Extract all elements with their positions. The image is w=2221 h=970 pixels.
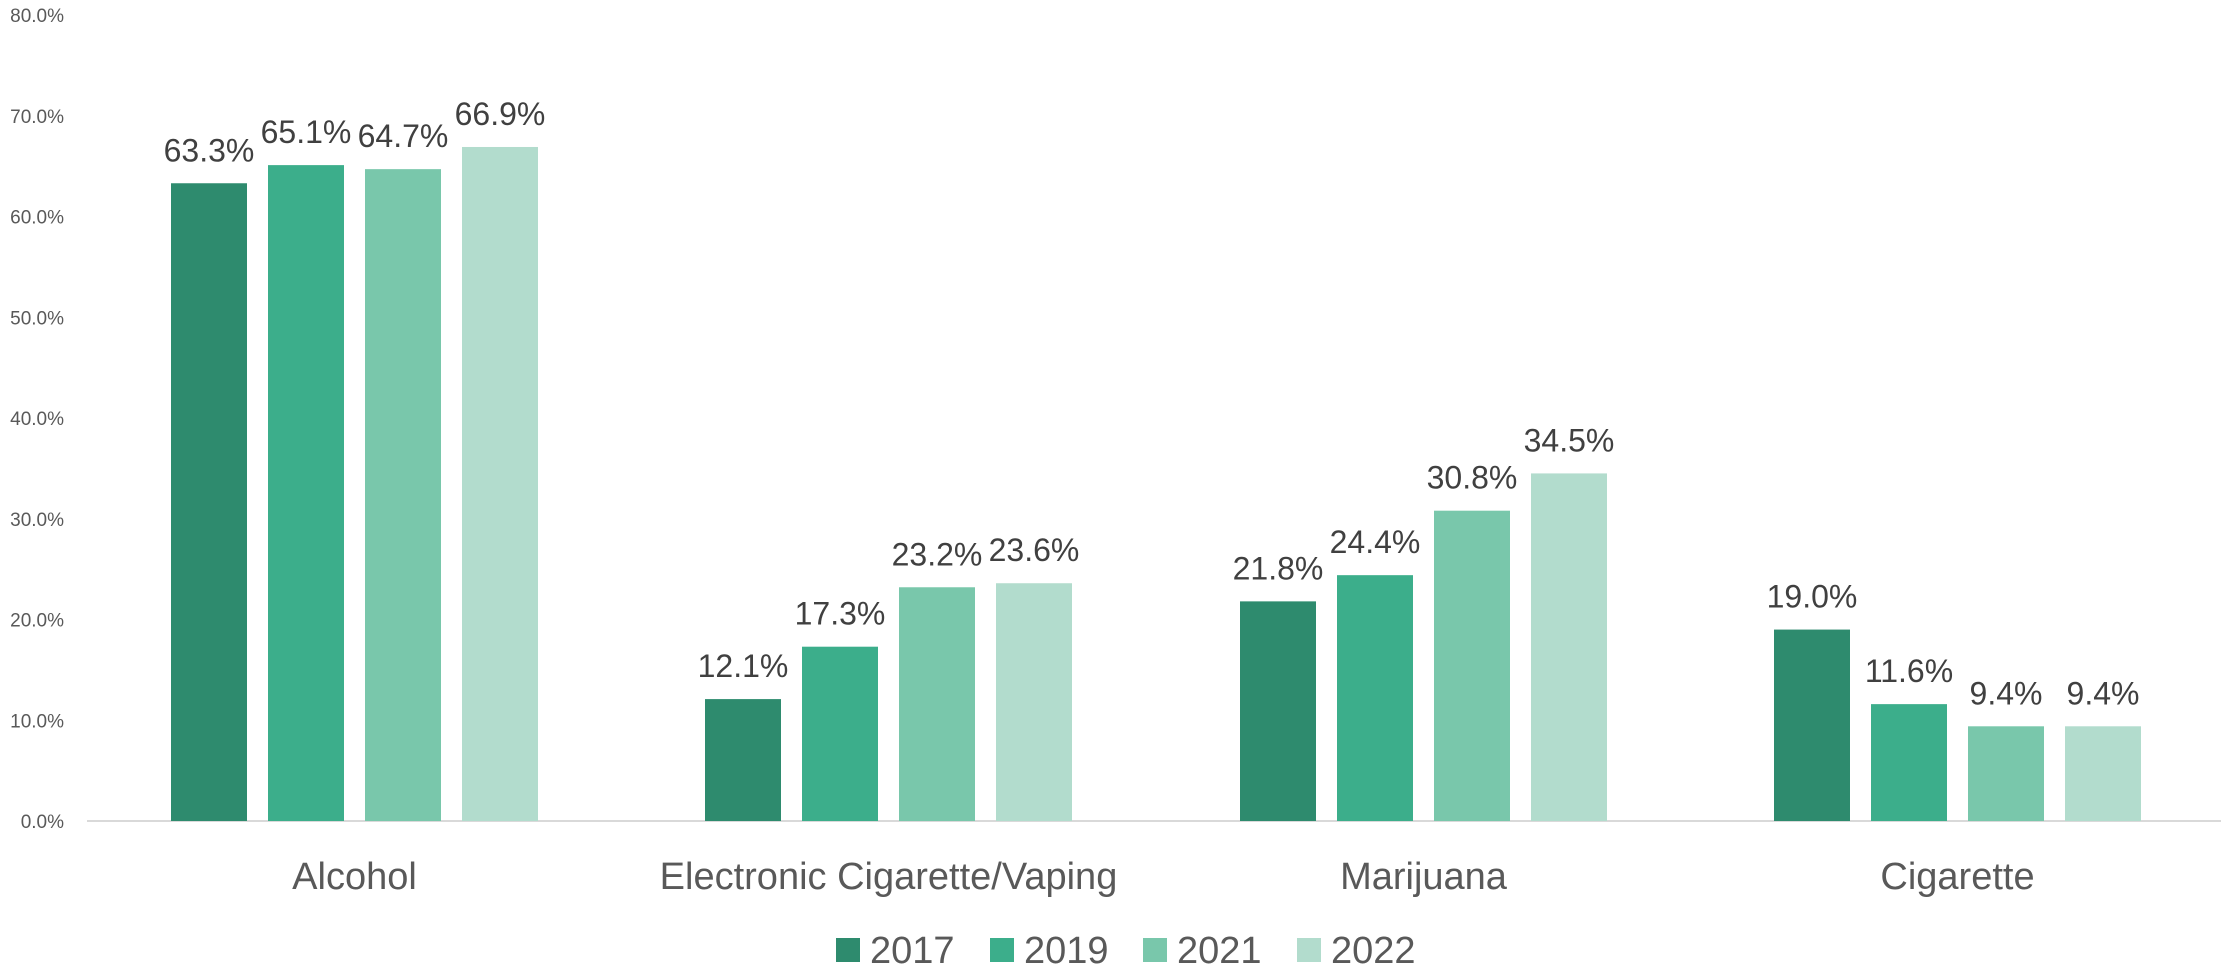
data-label: 17.3%	[795, 596, 886, 632]
legend-label: 2017	[870, 930, 955, 970]
bar-2021	[1434, 510, 1510, 821]
bar-2022	[462, 146, 538, 822]
data-label: 21.8%	[1233, 550, 1324, 586]
legend-label: 2019	[1024, 930, 1109, 970]
data-label: 11.6%	[1865, 653, 1953, 689]
data-label: 24.4%	[1330, 524, 1421, 560]
y-tick-label: 70.0%	[10, 107, 64, 128]
y-tick-label: 20.0%	[10, 611, 64, 632]
bars	[171, 146, 2141, 822]
x-category-label: Electronic Cigarette/Vaping	[660, 856, 1118, 898]
data-label: 23.6%	[989, 532, 1080, 568]
bar-2021	[899, 587, 975, 821]
data-labels: 63.3% 12.1% 21.8% 19.0% 65.1% 17.3% 24.4% 11.6%…	[164, 96, 2140, 711]
bar-2017	[1774, 629, 1850, 821]
data-label: 23.2%	[892, 536, 983, 572]
data-label: 19.0%	[1767, 579, 1858, 615]
bar-2021	[365, 169, 441, 821]
bar-2019	[1871, 704, 1947, 821]
legend-swatch	[990, 938, 1014, 962]
x-axis-categories: Alcohol Electronic Cigarette/Vaping Mariju…	[292, 856, 2034, 898]
y-tick-label: 0.0%	[21, 812, 64, 833]
data-label: 66.9%	[455, 96, 546, 132]
data-label: 34.5%	[1524, 422, 1615, 458]
legend-label: 2021	[1177, 930, 1262, 970]
y-axis: 0.0% 10.0% 20.0% 30.0% 40.0% 50.0% 60.0% 70.0% 8…	[10, 6, 64, 833]
y-tick-label: 10.0%	[10, 711, 64, 732]
legend-swatch	[1297, 938, 1321, 962]
data-label: 64.7%	[358, 118, 449, 154]
data-label: 30.8%	[1427, 460, 1518, 496]
bar-2021	[1968, 726, 2044, 821]
data-label: 65.1%	[261, 114, 352, 150]
y-tick-label: 80.0%	[10, 6, 64, 27]
x-category-label: Alcohol	[292, 856, 417, 898]
data-label: 12.1%	[698, 648, 789, 684]
legend-swatch	[836, 938, 860, 962]
data-label: 9.4%	[1970, 675, 2043, 711]
legend-label: 2022	[1331, 930, 1416, 970]
bar-2022	[996, 583, 1072, 821]
y-tick-label: 50.0%	[10, 308, 64, 329]
data-label: 63.3%	[164, 132, 255, 168]
bar-2019	[268, 165, 344, 821]
y-tick-label: 40.0%	[10, 409, 64, 430]
bar-2017	[1240, 601, 1316, 821]
y-tick-label: 60.0%	[10, 208, 64, 229]
bar-2022	[2065, 726, 2141, 821]
data-label: 9.4%	[2067, 675, 2140, 711]
legend: 2017 2019 2021 2022	[836, 930, 1416, 970]
y-tick-label: 30.0%	[10, 510, 64, 531]
bar-2022	[1531, 473, 1607, 821]
bar-2019	[1337, 575, 1413, 821]
bar-2017	[705, 699, 781, 821]
x-category-label: Marijuana	[1340, 856, 1508, 898]
x-category-label: Cigarette	[1880, 856, 2034, 898]
bar-2019	[802, 646, 878, 821]
legend-swatch	[1143, 938, 1167, 962]
bar-2017	[171, 183, 247, 821]
